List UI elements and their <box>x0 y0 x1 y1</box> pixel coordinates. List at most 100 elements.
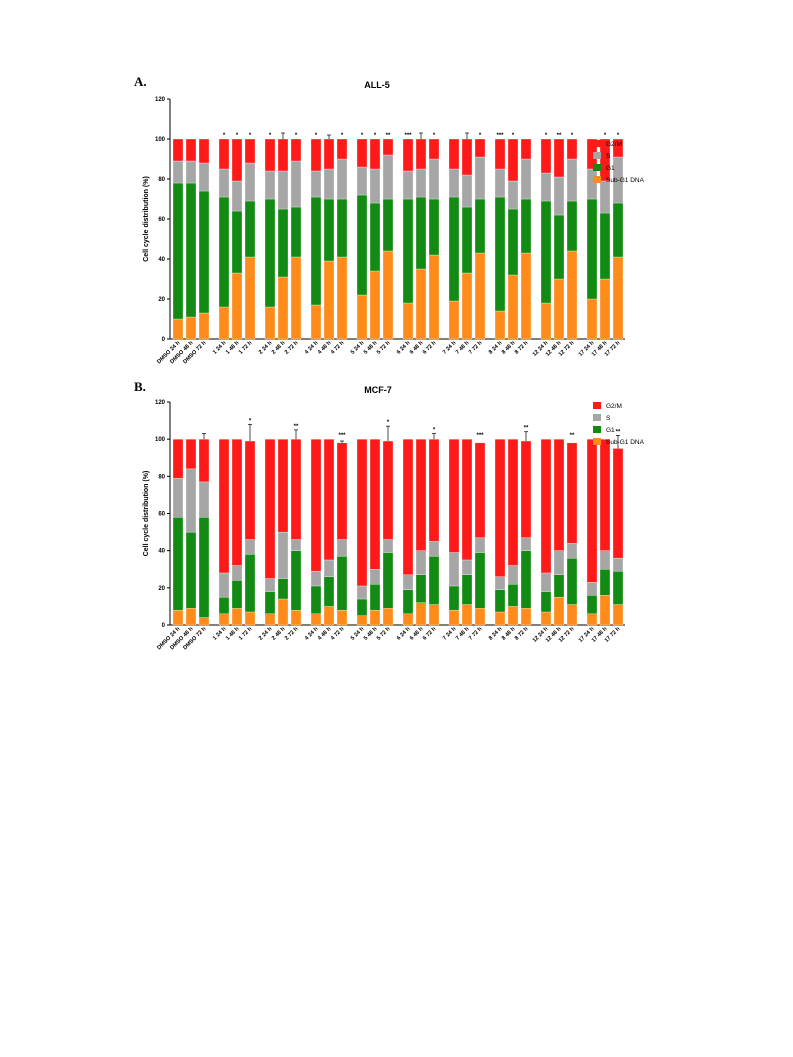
significance-marker: * <box>604 133 607 139</box>
significance-marker: * <box>571 133 574 139</box>
bar-s-dmso-48-h <box>185 160 197 184</box>
bar-s-17-24-h <box>586 168 598 200</box>
bar-sub-g1-dna-4-24-h <box>310 613 322 626</box>
bar-g1-1-24-h <box>218 596 230 615</box>
bar-g1-2-48-h <box>277 208 289 278</box>
significance-marker: ** <box>294 424 299 430</box>
bar-g1-17-24-h <box>586 198 598 300</box>
legend-label-g1: G1 <box>606 165 615 172</box>
y-tick-label: 0 <box>162 623 166 629</box>
bar-g1-7-24-h <box>448 196 460 302</box>
bar-g1-4-24-h <box>310 585 322 614</box>
legend-swatch-s <box>593 414 601 421</box>
bar-s-4-24-h <box>310 170 322 198</box>
bar-g1-8-24-h <box>494 589 506 613</box>
significance-marker: *** <box>404 133 412 139</box>
bar-g1-2-48-h <box>277 578 289 600</box>
bar-sub-g1-dna-6-72-h <box>428 604 440 626</box>
bar-s-1-48-h <box>231 180 243 212</box>
bar-s-5-48-h <box>369 168 381 204</box>
bar-sub-g1-dna-2-72-h <box>290 609 302 626</box>
bar-g2-m-7-24-h <box>448 138 460 170</box>
bar-s-6-48-h <box>415 168 427 198</box>
bar-s-7-24-h <box>448 168 460 198</box>
bar-g2-m-17-24-h <box>586 439 598 583</box>
bar-g1-12-48-h <box>553 214 565 280</box>
bar-g2-m-4-24-h <box>310 138 322 172</box>
bar-sub-g1-dna-dmso-24-h <box>172 609 184 626</box>
bar-g2-m-8-72-h <box>520 138 532 160</box>
bar-sub-g1-dna-6-72-h <box>428 254 440 340</box>
y-tick-label: 120 <box>155 400 166 406</box>
significance-marker: *** <box>496 133 504 139</box>
bar-sub-g1-dna-12-24-h <box>540 302 552 340</box>
bar-g2-m-2-24-h <box>264 138 276 172</box>
y-axis-label: Cell cycle distribution (%) <box>143 471 150 557</box>
bar-s-17-24-h <box>586 582 598 596</box>
bar-g2-m-12-48-h <box>553 138 565 178</box>
bar-g1-17-48-h <box>599 212 611 280</box>
bar-g1-1-72-h <box>244 200 256 258</box>
bar-g1-5-72-h <box>382 198 394 252</box>
bar-g1-5-48-h <box>369 583 381 611</box>
panel-letter: B. <box>134 379 146 394</box>
bar-g2-m-12-48-h <box>553 439 565 551</box>
significance-marker: * <box>295 133 298 139</box>
bar-sub-g1-dna-2-24-h <box>264 306 276 340</box>
bar-sub-g1-dna-dmso-48-h <box>185 316 197 340</box>
bar-sub-g1-dna-2-24-h <box>264 613 276 626</box>
bar-g1-1-72-h <box>244 554 256 613</box>
legend-label-s: S <box>606 153 611 160</box>
legend-swatch-g1 <box>593 164 601 171</box>
bar-s-2-48-h <box>277 170 289 210</box>
bar-g1-5-48-h <box>369 202 381 272</box>
bar-sub-g1-dna-1-72-h <box>244 611 256 626</box>
bar-sub-g1-dna-7-48-h <box>461 604 473 626</box>
bar-g2-m-8-24-h <box>494 138 506 170</box>
bar-g1-8-24-h <box>494 196 506 312</box>
bar-s-6-24-h <box>402 574 414 590</box>
legend-swatch-g2-m <box>593 140 601 147</box>
significance-marker: * <box>249 418 252 424</box>
bar-sub-g1-dna-6-24-h <box>402 613 414 626</box>
bar-s-12-24-h <box>540 572 552 592</box>
legend-swatch-sub-g1-dna <box>593 176 601 183</box>
bar-g2-m-dmso-24-h <box>172 439 184 479</box>
bar-s-dmso-72-h <box>198 162 210 192</box>
bar-sub-g1-dna-12-48-h <box>553 278 565 340</box>
bar-s-2-24-h <box>264 578 276 592</box>
legend-label-g1: G1 <box>606 427 615 434</box>
y-tick-label: 80 <box>158 474 165 480</box>
significance-marker: * <box>545 133 548 139</box>
panel-letter: A. <box>134 74 147 89</box>
bar-sub-g1-dna-6-48-h <box>415 268 427 340</box>
bar-sub-g1-dna-5-48-h <box>369 270 381 340</box>
y-tick-label: 40 <box>158 549 165 555</box>
bar-g1-6-24-h <box>402 198 414 304</box>
bar-g1-4-48-h <box>323 576 335 607</box>
bar-g1-7-48-h <box>461 574 473 605</box>
bar-g2-m-2-72-h <box>290 439 302 540</box>
bar-g2-m-6-48-h <box>415 439 427 551</box>
significance-marker: * <box>387 420 390 426</box>
bar-sub-g1-dna-5-48-h <box>369 609 381 626</box>
bar-g2-m-4-72-h <box>336 442 348 540</box>
bar-s-dmso-24-h <box>172 160 184 184</box>
bar-sub-g1-dna-12-48-h <box>553 596 565 626</box>
chart-title: MCF-7 <box>364 385 392 395</box>
bar-g1-dmso-24-h <box>172 182 184 320</box>
bar-g2-m-8-72-h <box>520 440 532 538</box>
bar-g2-m-1-72-h <box>244 440 256 540</box>
bar-sub-g1-dna-5-72-h <box>382 250 394 340</box>
bar-sub-g1-dna-7-72-h <box>474 252 486 340</box>
bar-s-7-24-h <box>448 552 460 587</box>
bar-g2-m-1-48-h <box>231 138 243 182</box>
y-tick-label: 40 <box>158 257 165 263</box>
bar-s-5-72-h <box>382 539 394 553</box>
bar-s-1-24-h <box>218 168 230 198</box>
bar-g1-6-72-h <box>428 198 440 256</box>
bar-s-8-72-h <box>520 537 532 551</box>
bar-g1-1-24-h <box>218 196 230 308</box>
bar-g1-4-48-h <box>323 198 335 262</box>
